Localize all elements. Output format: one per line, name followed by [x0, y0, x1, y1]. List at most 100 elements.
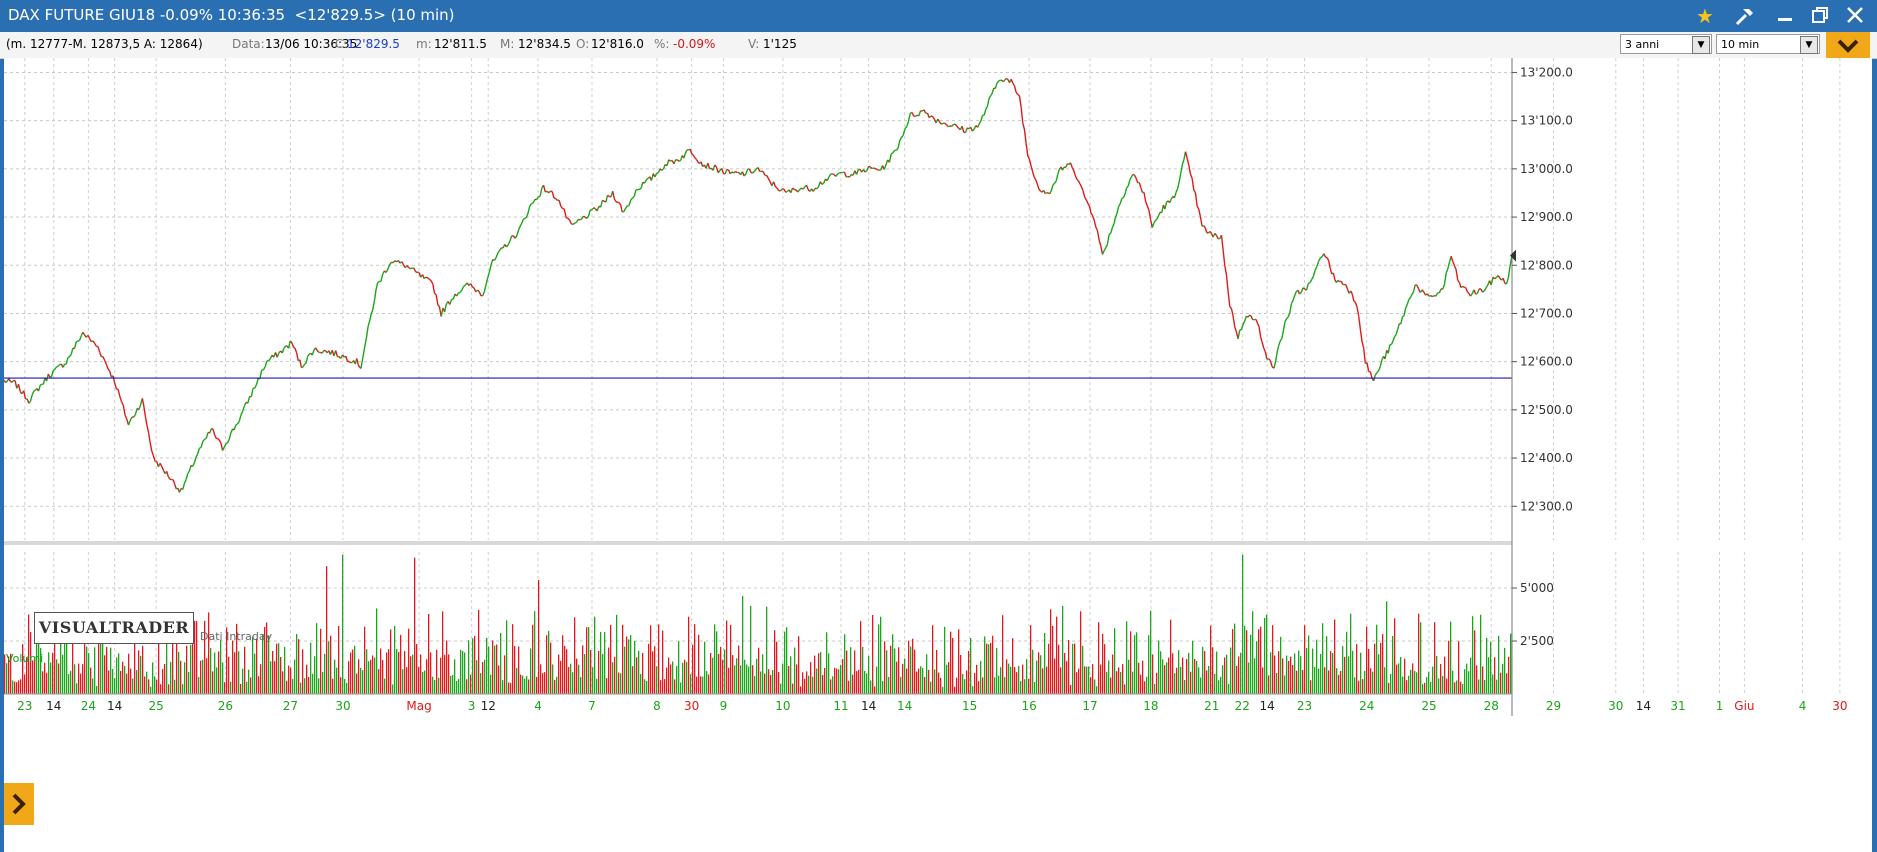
volume-bar: [116, 657, 118, 694]
price-segment: [1450, 255, 1454, 262]
volume-bar: [1280, 636, 1282, 694]
volume-bar: [132, 678, 134, 694]
price-segment: [1151, 222, 1155, 228]
volume-bar: [896, 661, 898, 694]
volume-bar: [878, 624, 880, 694]
price-segment: [199, 446, 202, 449]
price-segment: [197, 448, 201, 455]
hammer-icon[interactable]: [1730, 2, 1760, 30]
price-segment: [563, 208, 567, 218]
volume-bar: [1030, 625, 1032, 694]
volume-bar: [716, 631, 718, 694]
price-segment: [1030, 165, 1034, 172]
price-segment: [78, 335, 82, 341]
chevron-down-icon[interactable]: ▼: [1800, 36, 1818, 54]
volume-bar: [836, 668, 838, 694]
volume-bar: [1294, 653, 1296, 694]
price-segment: [1103, 247, 1107, 252]
volume-bar: [184, 662, 186, 694]
price-segment: [1022, 122, 1026, 130]
volume-bar: [590, 649, 592, 694]
volume-bar: [594, 616, 596, 694]
volume-bar: [958, 629, 960, 694]
volume-bar: [1210, 625, 1212, 694]
volume-bar: [766, 606, 768, 694]
volume-bar: [1172, 653, 1174, 694]
x-tick-label: 4: [1799, 699, 1807, 713]
chart-area[interactable]: 13'200.0 13'100.0 13'000.0 12'900.0 12'800.0…: [4, 58, 1872, 852]
star-icon[interactable]: ★: [1696, 4, 1714, 28]
open-value: 12'816.0: [591, 37, 644, 51]
price-segment: [717, 170, 721, 174]
volume-bar: [1450, 621, 1452, 694]
volume-bar: [626, 636, 628, 694]
price-segment: [89, 338, 92, 343]
price-segment: [776, 187, 780, 192]
price-segment: [499, 247, 502, 251]
restore-icon[interactable]: [1805, 2, 1835, 30]
price-segment: [1087, 202, 1091, 207]
volume-bar: [652, 651, 654, 694]
price-segment: [901, 134, 904, 138]
price-segment: [826, 176, 830, 182]
price-segment: [753, 168, 757, 172]
volume-bar: [418, 667, 420, 694]
price-segment: [335, 350, 339, 358]
price-segment: [223, 443, 227, 448]
volume-bar: [378, 669, 380, 694]
volume-bar: [264, 626, 266, 694]
price-segment: [1108, 232, 1112, 236]
interval-select[interactable]: 10 min ▼: [1716, 34, 1820, 54]
price-segment: [1196, 205, 1200, 210]
volume-bar: [144, 676, 146, 694]
volume-bar: [864, 670, 866, 694]
price-segment: [521, 218, 525, 224]
price-segment: [367, 320, 371, 327]
volume-bar: [578, 664, 580, 694]
collapse-panel-button[interactable]: [1826, 32, 1870, 60]
price-segment: [70, 347, 74, 355]
price-segment: [294, 347, 298, 353]
price-segment: [1403, 307, 1407, 316]
price-segment: [1344, 283, 1347, 286]
volume-bar: [288, 665, 290, 694]
volume-bar: [672, 661, 674, 694]
price-segment: [14, 380, 18, 389]
window-title: DAX FUTURE GIU18 -0.09% 10:36:35 <12'829…: [8, 6, 455, 24]
volume-bar: [1058, 644, 1060, 694]
volume-bar: [798, 636, 800, 694]
volume-bar: [800, 686, 802, 694]
period-select[interactable]: 3 anni ▼: [1620, 34, 1712, 54]
price-segment: [483, 284, 487, 292]
price-segment: [301, 366, 304, 369]
chevron-down-icon[interactable]: ▼: [1692, 36, 1710, 54]
price-segment: [548, 190, 551, 194]
volume-bar: [1036, 660, 1038, 694]
x-tick-label: 18: [1143, 699, 1158, 713]
volume-bar: [830, 679, 832, 694]
close-icon[interactable]: [1840, 2, 1870, 30]
volume-bar: [980, 661, 982, 694]
price-segment: [1411, 291, 1415, 295]
chart-svg[interactable]: 13'200.0 13'100.0 13'000.0 12'900.0 12'800.0…: [4, 58, 1872, 852]
price-segment: [452, 293, 456, 300]
volume-bar: [902, 663, 904, 694]
expand-left-button[interactable]: [4, 783, 34, 825]
volume-bar: [618, 672, 620, 694]
volume-bar: [1270, 652, 1272, 694]
volume-bar: [962, 673, 964, 694]
price-segment: [482, 291, 485, 296]
volume-bar: [28, 614, 30, 694]
price-segment: [316, 350, 320, 353]
volume-bar: [302, 649, 304, 694]
volume-bar: [1086, 666, 1088, 694]
minimize-icon[interactable]: [1770, 2, 1800, 30]
volume-bar: [1168, 657, 1170, 694]
price-segment: [966, 127, 970, 130]
volume-bar: [164, 663, 166, 694]
volume-bar: [1310, 680, 1312, 694]
volume-bar: [84, 644, 86, 694]
price-segment: [1110, 227, 1114, 234]
price-segment: [1327, 260, 1331, 269]
volume-bar: [240, 683, 242, 694]
